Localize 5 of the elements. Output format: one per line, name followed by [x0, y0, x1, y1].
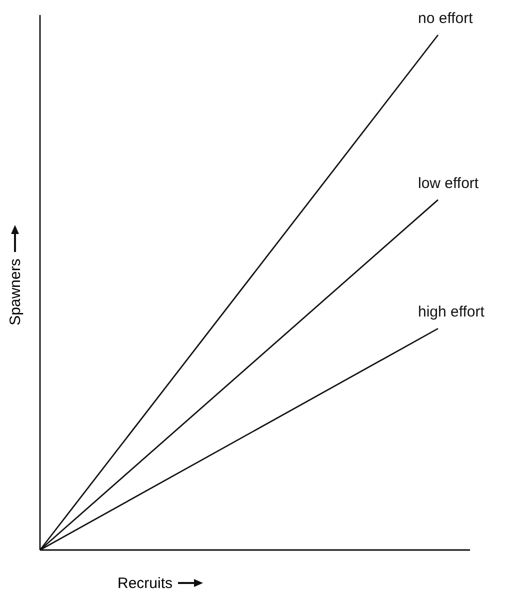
- series-label: low effort: [418, 174, 480, 192]
- x-axis-title: Recruits: [117, 575, 173, 592]
- series-label: no effort: [418, 10, 474, 27]
- y-axis-title: Spawners: [7, 258, 24, 326]
- series-label: high effort: [418, 304, 486, 321]
